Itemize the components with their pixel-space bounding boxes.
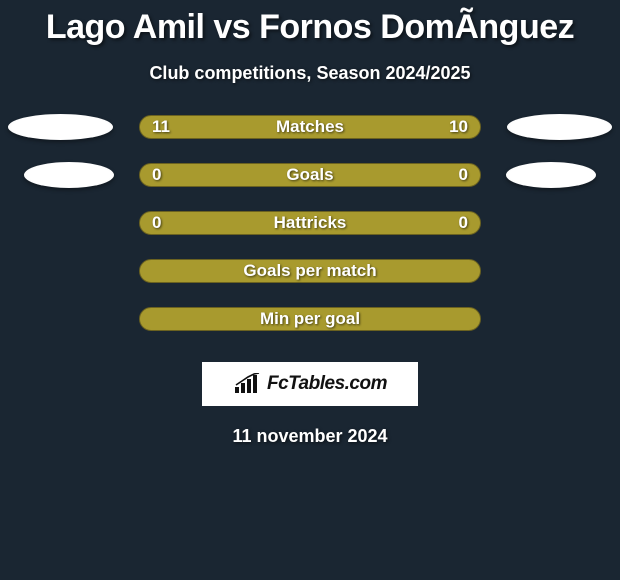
page-title: Lago Amil vs Fornos DomÃ­nguez xyxy=(46,8,574,47)
branding-badge[interactable]: FcTables.com xyxy=(202,362,418,406)
stat-label: Goals per match xyxy=(243,261,376,281)
subtitle: Club competitions, Season 2024/2025 xyxy=(149,63,470,84)
stat-label: Goals xyxy=(286,165,333,185)
stat-value-right: 0 xyxy=(444,165,468,185)
stat-bar: 0 Goals 0 xyxy=(139,163,481,187)
stat-bar: Goals per match xyxy=(139,259,481,283)
stat-value-right: 0 xyxy=(444,213,468,233)
stat-row-goals: 0 Goals 0 xyxy=(0,162,620,188)
club-logo-left xyxy=(8,114,113,140)
stat-label: Matches xyxy=(276,117,344,137)
stat-label: Min per goal xyxy=(260,309,360,329)
stat-bar: 11 Matches 10 xyxy=(139,115,481,139)
stat-bar: Min per goal xyxy=(139,307,481,331)
stat-row-gpm: Goals per match xyxy=(0,258,620,284)
stat-label: Hattricks xyxy=(274,213,347,233)
chart-icon xyxy=(233,373,261,395)
stat-value-left: 0 xyxy=(152,213,176,233)
stat-row-mpg: Min per goal xyxy=(0,306,620,332)
club-logo-left xyxy=(24,162,114,188)
date-text: 11 november 2024 xyxy=(232,426,387,447)
stat-value-left: 0 xyxy=(152,165,176,185)
brand-text: FcTables.com xyxy=(267,373,387,395)
stat-value-right: 10 xyxy=(444,117,468,137)
stat-value-left: 11 xyxy=(152,117,176,137)
stat-bar: 0 Hattricks 0 xyxy=(139,211,481,235)
club-logo-right xyxy=(506,162,596,188)
stat-row-matches: 11 Matches 10 xyxy=(0,114,620,140)
club-logo-right xyxy=(507,114,612,140)
comparison-widget: Lago Amil vs Fornos DomÃ­nguez Club comp… xyxy=(0,0,620,467)
stat-row-hattricks: 0 Hattricks 0 xyxy=(0,210,620,236)
